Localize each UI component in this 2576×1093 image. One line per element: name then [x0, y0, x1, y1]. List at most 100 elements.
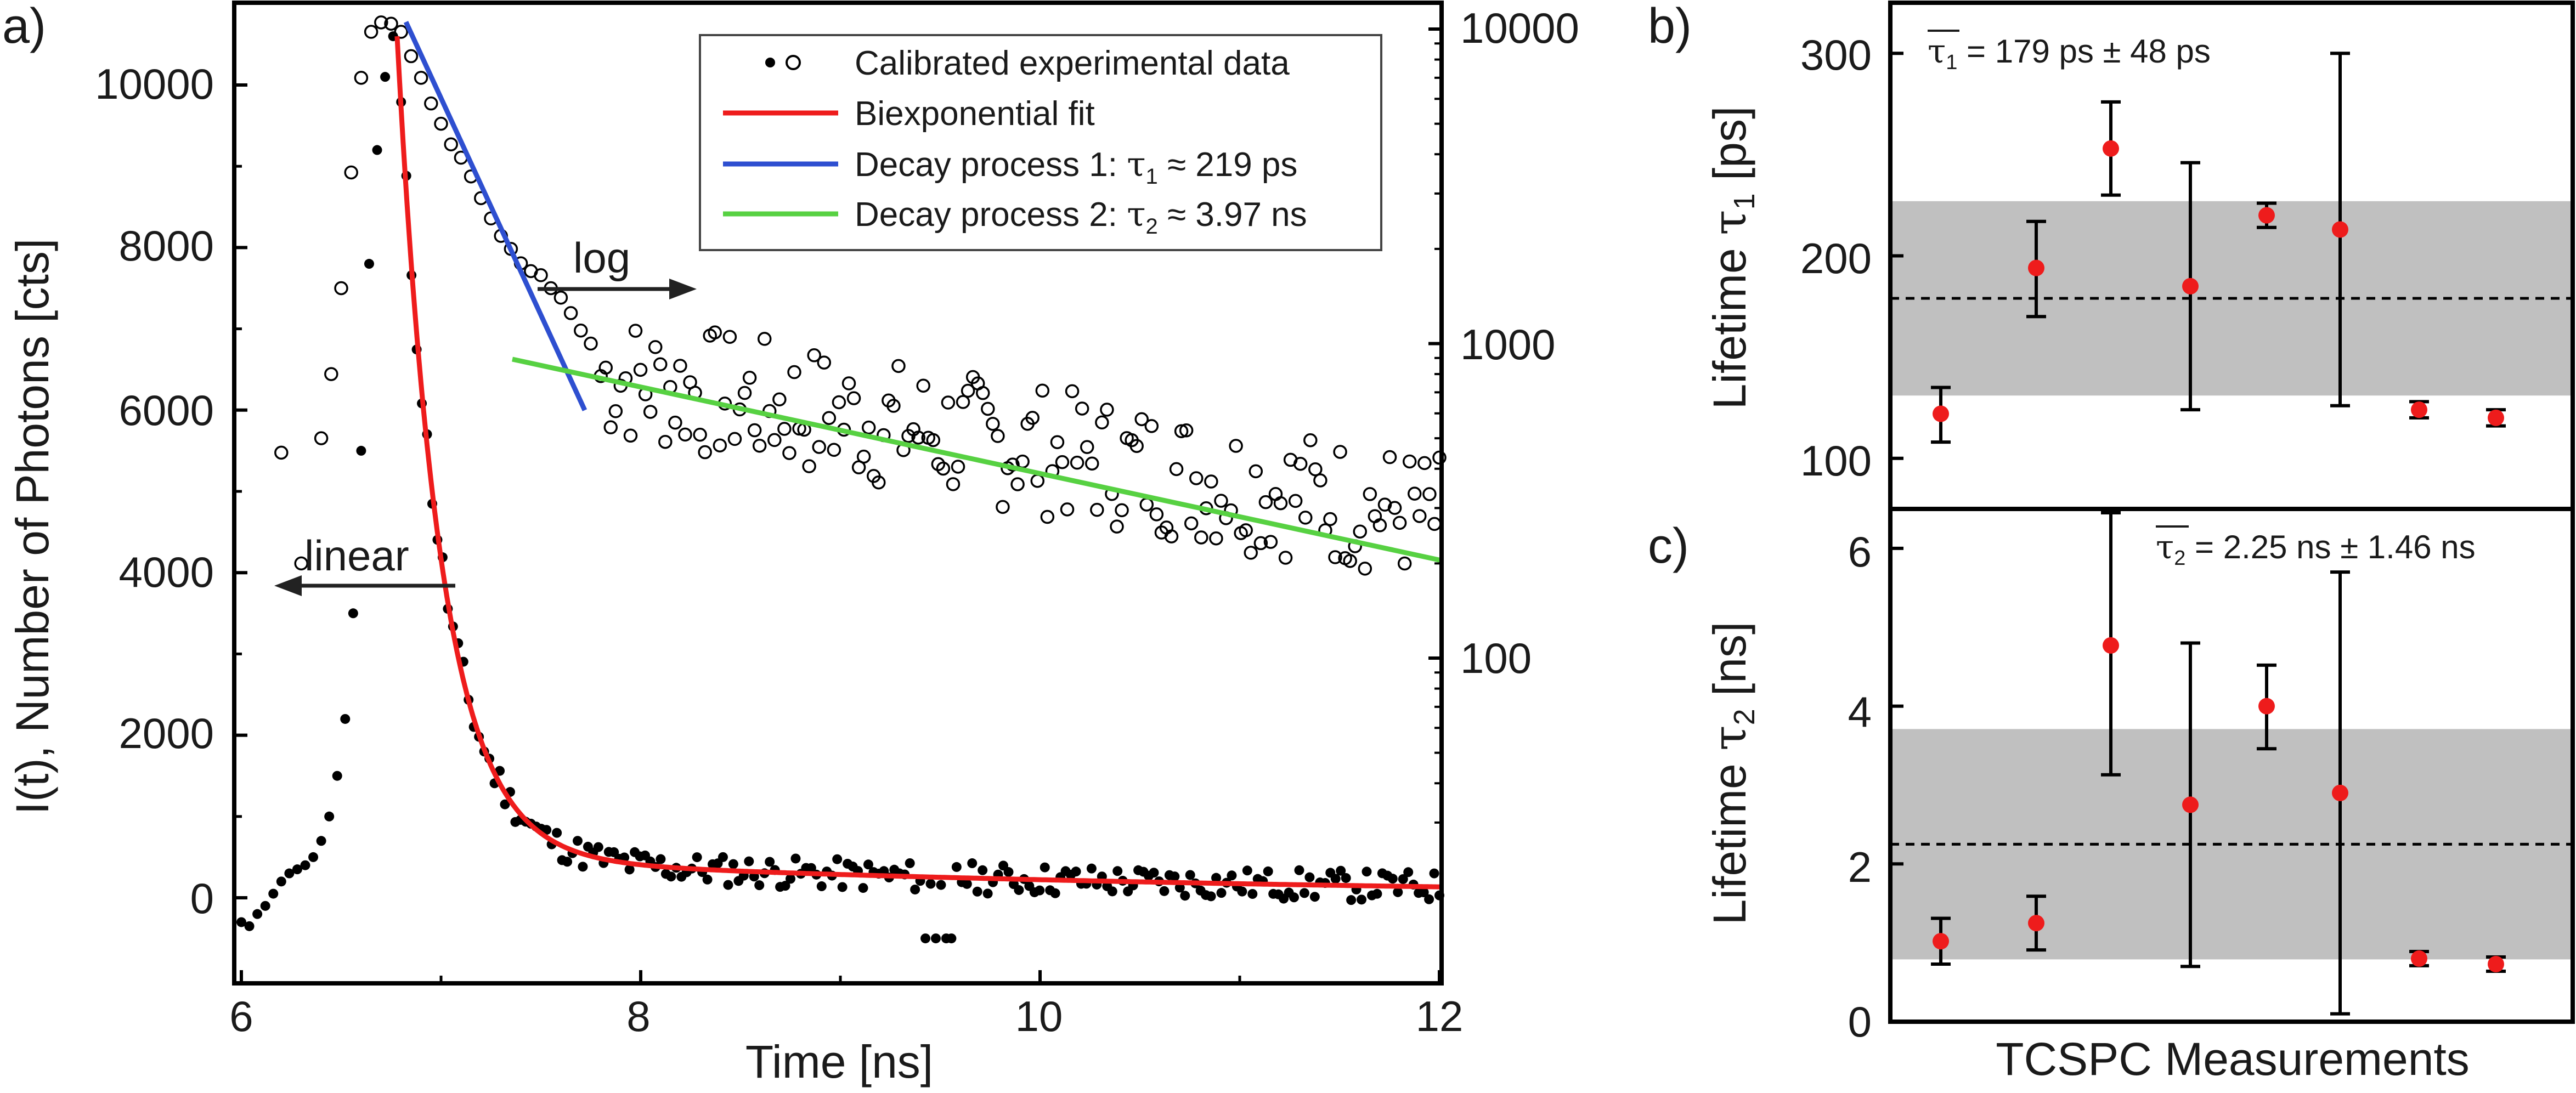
lifetime-point	[2258, 698, 2275, 715]
panel-label-a: a)	[2, 0, 46, 54]
data-point-linear	[837, 882, 848, 892]
data-point-linear	[1429, 868, 1439, 879]
data-point-log	[722, 330, 737, 344]
data-point-linear	[1227, 870, 1237, 881]
data-point-log	[1387, 501, 1402, 515]
data-point-linear	[858, 883, 868, 893]
data-point-linear	[1159, 886, 1170, 896]
data-point-linear	[324, 811, 335, 822]
data-point-log	[1239, 523, 1253, 537]
lifetime-point	[1933, 933, 1949, 950]
data-point-linear	[562, 857, 573, 867]
data-point-log	[1308, 462, 1323, 477]
data-point-log	[1070, 455, 1084, 470]
data-point-log	[708, 325, 722, 339]
data-point-linear	[982, 888, 993, 899]
data-point-log	[1189, 471, 1204, 485]
y-tick-label: 0	[190, 874, 214, 922]
data-point-linear	[364, 259, 374, 269]
data-point-log	[752, 438, 767, 453]
data-point-log	[1413, 509, 1427, 523]
data-point-linear	[1003, 867, 1014, 877]
data-point-linear	[316, 836, 326, 846]
data-point-linear	[946, 933, 957, 944]
data-point-log	[274, 445, 289, 460]
data-point-linear	[728, 859, 738, 869]
data-point-log	[434, 116, 448, 131]
data-point-log	[827, 443, 841, 457]
data-point-log	[1363, 487, 1377, 501]
data-point-linear	[1014, 885, 1024, 895]
panel-a-frame	[232, 1, 1444, 986]
data-point-linear	[260, 901, 270, 911]
data-point-linear	[786, 874, 795, 884]
data-point-linear	[723, 880, 733, 890]
lifetime-point	[2028, 915, 2044, 932]
lifetime-point	[2182, 278, 2199, 295]
data-point-log	[757, 332, 772, 346]
data-point-log	[861, 420, 876, 435]
data-point-log	[1025, 411, 1040, 425]
y-tick-label: 4	[1848, 688, 1872, 736]
data-point-log	[1263, 535, 1278, 549]
data-point-linear	[925, 879, 936, 889]
legend-entry-fit: Biexponential fit	[855, 95, 1095, 133]
data-point-linear	[962, 879, 972, 889]
data-point-linear	[1050, 888, 1060, 898]
data-point-log	[424, 96, 438, 111]
data-point-log	[1080, 440, 1094, 454]
data-point-log	[886, 399, 901, 413]
data-point-log	[444, 137, 458, 151]
data-point-log	[986, 417, 1000, 431]
mean-label-c: τ2 = 2.25 ns ± 1.46 ns	[2156, 525, 2476, 570]
data-point-linear	[268, 888, 279, 899]
data-point-log	[1417, 456, 1432, 471]
data-point-log	[364, 25, 379, 39]
data-point-linear	[1336, 865, 1346, 876]
data-point-log	[648, 340, 663, 354]
data-point-linear	[1341, 873, 1351, 883]
data-point-linear	[332, 771, 342, 781]
data-point-log	[1328, 550, 1342, 564]
data-point-linear	[578, 862, 588, 872]
data-point-log	[1194, 530, 1208, 545]
data-point-log	[976, 386, 990, 400]
data-point-linear	[832, 854, 843, 864]
data-point-linear	[765, 857, 775, 867]
x-axis-title: TCSPC Measurements	[1996, 1033, 2470, 1085]
data-point-linear	[1174, 882, 1185, 893]
data-point-linear	[1330, 874, 1341, 884]
data-point-log	[678, 427, 692, 442]
data-point-linear	[692, 852, 702, 863]
data-point-linear	[1216, 888, 1227, 898]
data-point-log	[1253, 536, 1268, 551]
data-point-linear	[1403, 867, 1414, 877]
legend-marker-dots	[765, 55, 801, 70]
data-point-log	[294, 556, 308, 571]
data-point-log	[991, 429, 1005, 443]
svg-text:τ1 = 179 ps ± 48 ps: τ1 = 179 ps ± 48 ps	[1928, 32, 2211, 74]
y-tick-label: 6	[1848, 528, 1872, 576]
data-point-log	[1209, 531, 1223, 546]
panel-label-c: c)	[1648, 519, 1689, 574]
data-point-log	[1040, 509, 1055, 524]
data-point-linear	[1357, 894, 1367, 905]
data-point-linear	[1299, 888, 1309, 898]
data-point-log	[1298, 511, 1313, 525]
data-point-log	[822, 411, 837, 425]
data-point-linear	[1170, 871, 1180, 882]
data-point-log	[727, 432, 742, 446]
data-point-linear	[780, 881, 790, 891]
data-point-log	[951, 460, 965, 474]
lifetime-point	[2103, 140, 2119, 157]
y2-tick-label: 10000	[1460, 4, 1579, 52]
data-point-log	[334, 281, 348, 296]
x-tick-label: 12	[1416, 992, 1464, 1040]
data-point-log	[653, 357, 668, 371]
data-point-linear	[1398, 874, 1408, 884]
data-point-linear	[1112, 866, 1123, 876]
lifetime-point	[1933, 405, 1949, 422]
data-point-log	[713, 438, 727, 452]
linear-arrow	[274, 575, 455, 596]
data-point-linear	[276, 876, 286, 887]
